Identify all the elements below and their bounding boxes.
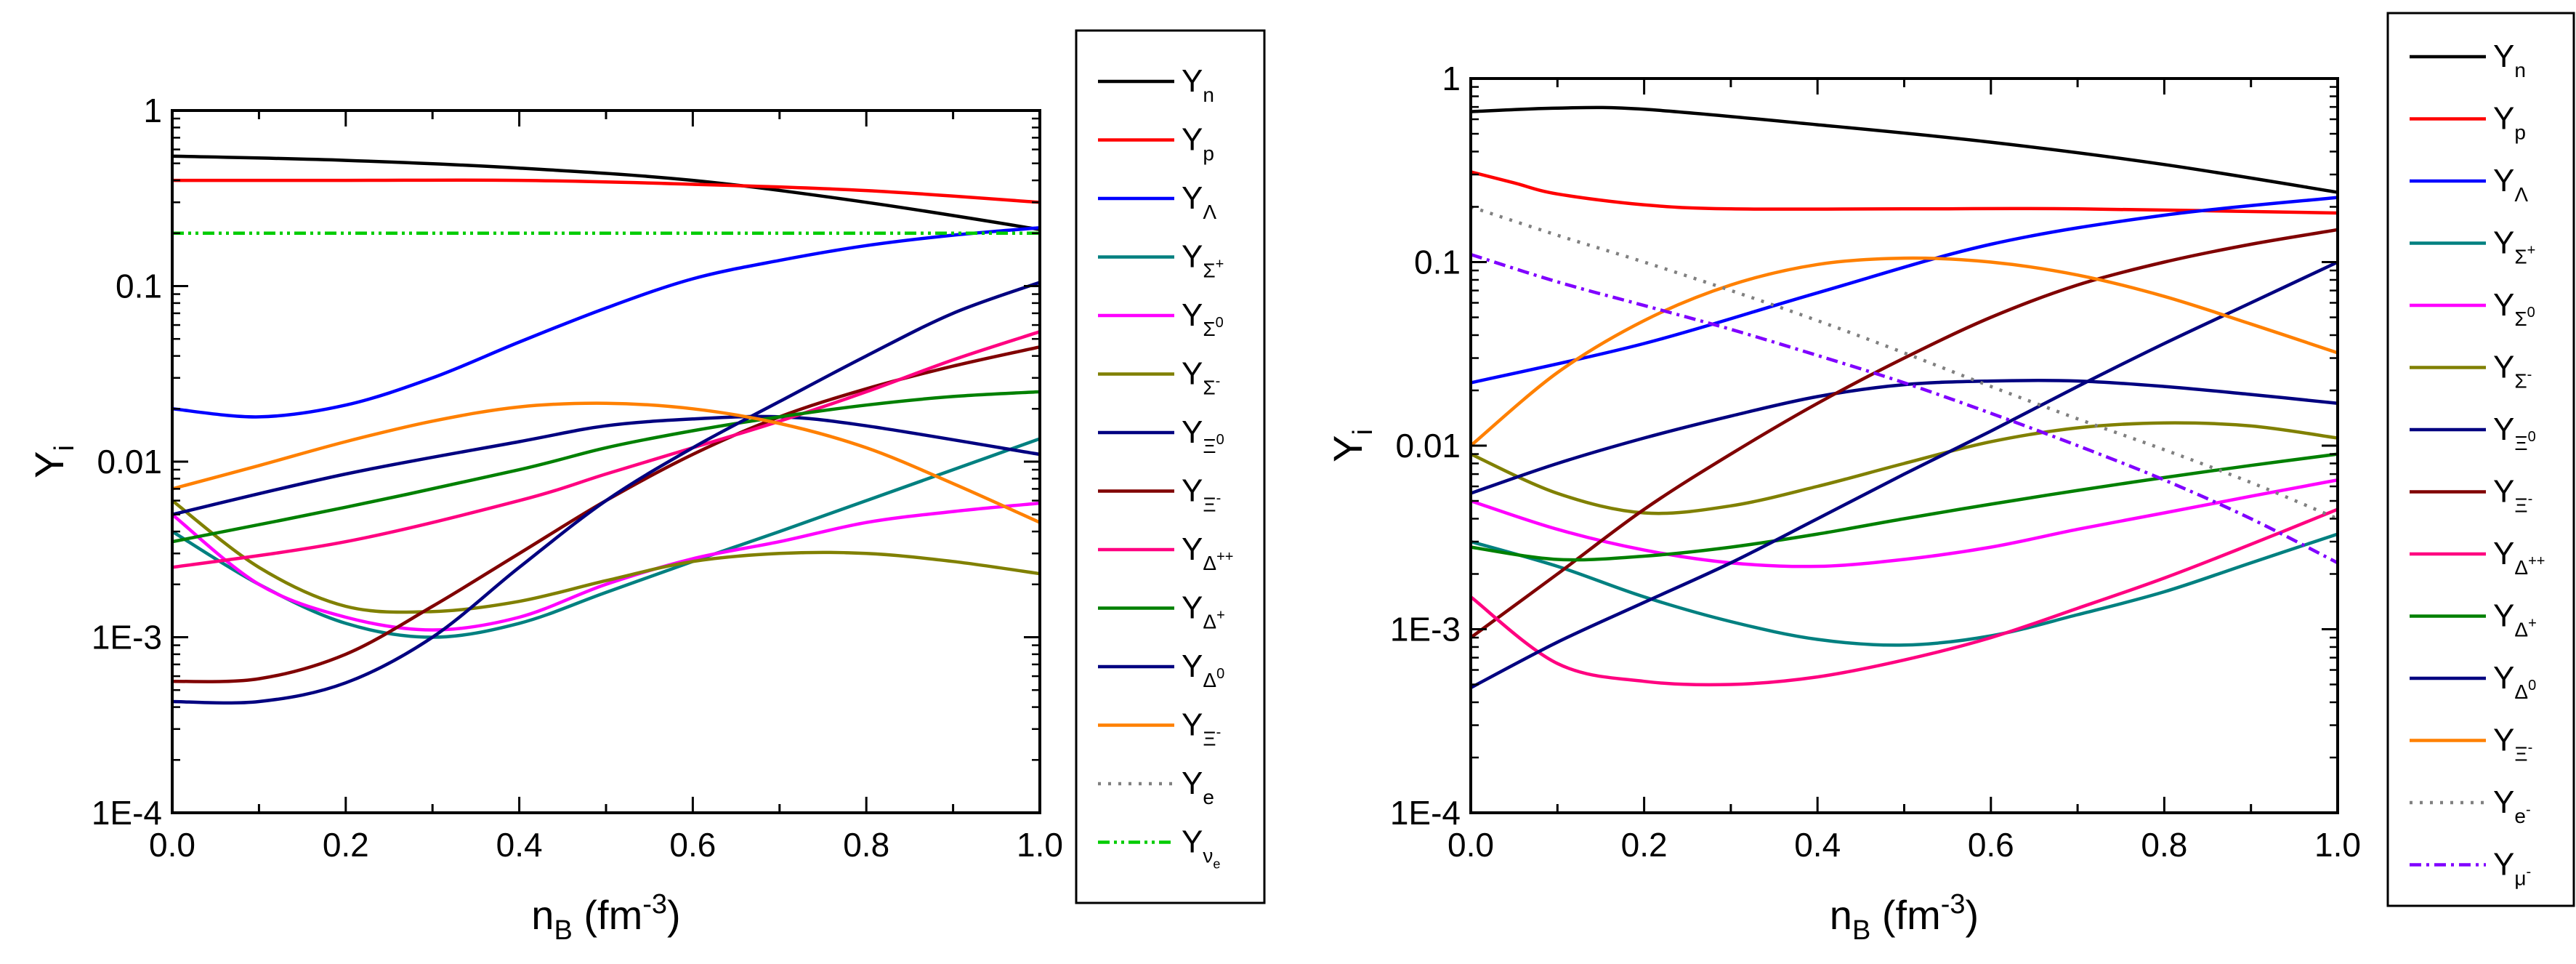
legend-label-11: YΞ- [2493,723,2532,766]
legend-label-8: YΔ++ [1182,531,1233,574]
legend-label-8: YΔ++ [2493,536,2545,579]
legend-label-12: Ye- [2493,784,2531,827]
series-line-11 [1471,256,2338,447]
legend-label-4: YΣ0 [2493,287,2535,330]
series-line-8 [1471,507,2338,687]
series-line-1 [1471,170,2338,215]
legend-label-3: YΣ+ [2493,225,2535,268]
legend-label-9: YΔ+ [2493,598,2537,641]
x-tick-label: 0.0 [1448,826,1494,864]
legend-label-9: YΔ+ [1182,590,1225,633]
chart-panel-right: 0.0 0.2 0.4 0.6 0.8 1.0 1E-4 1E-3 0.01 0.1 1 nB (fm… [1325,12,2575,946]
series-line-10 [1471,260,2338,689]
series-line-5 [172,499,1040,614]
legend-label-13: Yμ- [2493,847,2531,890]
series-line-5 [1471,421,2338,515]
y-tick-label: 1E-3 [1390,611,1461,648]
legend-label-12: Ye [1182,766,1214,808]
y-axis-label: Yi [26,445,80,478]
series-line-10 [172,281,1040,705]
legend-label-7: YΞ- [1182,473,1221,516]
plot-frame [1469,77,2339,814]
legend-label-0: Yn [1182,63,1214,106]
x-tick-label: 0.2 [323,826,369,864]
series-line-12 [1471,205,2338,521]
x-tick-label: 1.0 [2314,826,2361,864]
legend-label-1: Yp [2493,101,2526,144]
series-line-0 [172,154,1040,231]
x-axis-label: nB (fm-3) [531,889,680,946]
legend-label-3: YΣ+ [1182,239,1224,282]
series-line-9 [172,390,1040,544]
legend-box [1075,29,1266,904]
y-tick-label: 0.01 [1395,427,1461,465]
series-line-6 [1471,379,2338,495]
x-tick-label: 0.2 [1621,826,1668,864]
y-axis-label: Yi [1325,429,1378,462]
y-tick-label: 1E-4 [92,794,162,832]
legend-label-13: Yνe [1182,824,1220,872]
y-tick-label: 0.1 [1414,244,1461,281]
plot-frame [171,109,1041,814]
legend-label-2: YΛ [1182,180,1216,223]
y-tick-label: 0.1 [116,268,162,305]
series-line-6 [172,414,1040,516]
series-line-0 [1471,105,2338,194]
series-line-1 [172,178,1040,204]
legend-box [2386,12,2575,907]
series-line-3 [172,437,1040,639]
series-line-2 [172,225,1040,419]
y-tick-label: 1E-3 [92,619,162,656]
series-group [1471,105,2338,689]
legend-label-11: YΞ- [1182,707,1221,750]
legend: Yn Yp YΛ YΣ+ YΣ0 YΣ- YΞ0 YΞ- YΔ++ YΔ+ YΔ0 YΞ- Ye Yνe [1075,29,1266,904]
series-line-7 [1471,228,2338,639]
x-tick-label: 1.0 [1017,826,1063,864]
legend-label-6: YΞ0 [1182,414,1224,457]
series-line-8 [172,330,1040,569]
series-line-4 [172,501,1040,632]
series-line-2 [1471,196,2338,385]
y-tick-label: 0.01 [97,443,162,481]
x-tick-label: 0.6 [669,826,716,864]
legend-label-5: YΣ- [2493,350,2532,393]
x-axis-label: nB (fm-3) [1830,889,1979,946]
legend-label-7: YΞ- [2493,474,2532,517]
y-tick-label: 1E-4 [1390,794,1461,832]
y-tick-label: 1 [1442,60,1461,97]
x-tick-label: 0.4 [1794,826,1841,864]
legend-label-4: YΣ0 [1182,297,1224,340]
series-line-3 [1471,532,2338,647]
legend-label-2: YΛ [2493,163,2528,206]
series-group [172,154,1040,705]
legend-label-6: YΞ0 [2493,411,2536,454]
chart-panel-left: 0.0 0.2 0.4 0.6 0.8 1.0 1E-4 1E-3 0.01 0.1 1 nB (fm… [26,29,1266,946]
series-line-9 [1471,452,2338,562]
legend: Yn Yp YΛ YΣ+ YΣ0 YΣ- YΞ0 YΞ- YΔ++ YΔ+ YΔ0 YΞ- Ye- Yμ- [2386,12,2575,907]
series-line-7 [172,345,1040,683]
series-line-13 [1471,252,2338,565]
x-tick-label: 0.8 [2141,826,2187,864]
legend-label-10: YΔ0 [2493,660,2536,703]
x-tick-label: 0.4 [496,826,543,864]
x-tick-label: 0.6 [1968,826,2014,864]
legend-label-5: YΣ- [1182,356,1220,399]
legend-label-1: Yp [1182,122,1214,165]
y-tick-label: 1 [143,92,162,129]
series-line-11 [172,401,1040,524]
x-tick-label: 0.0 [149,826,195,864]
series-line-4 [1471,478,2338,569]
x-tick-label: 0.8 [843,826,889,864]
legend-label-0: Yn [2493,39,2526,81]
legend-label-10: YΔ0 [1182,648,1224,691]
